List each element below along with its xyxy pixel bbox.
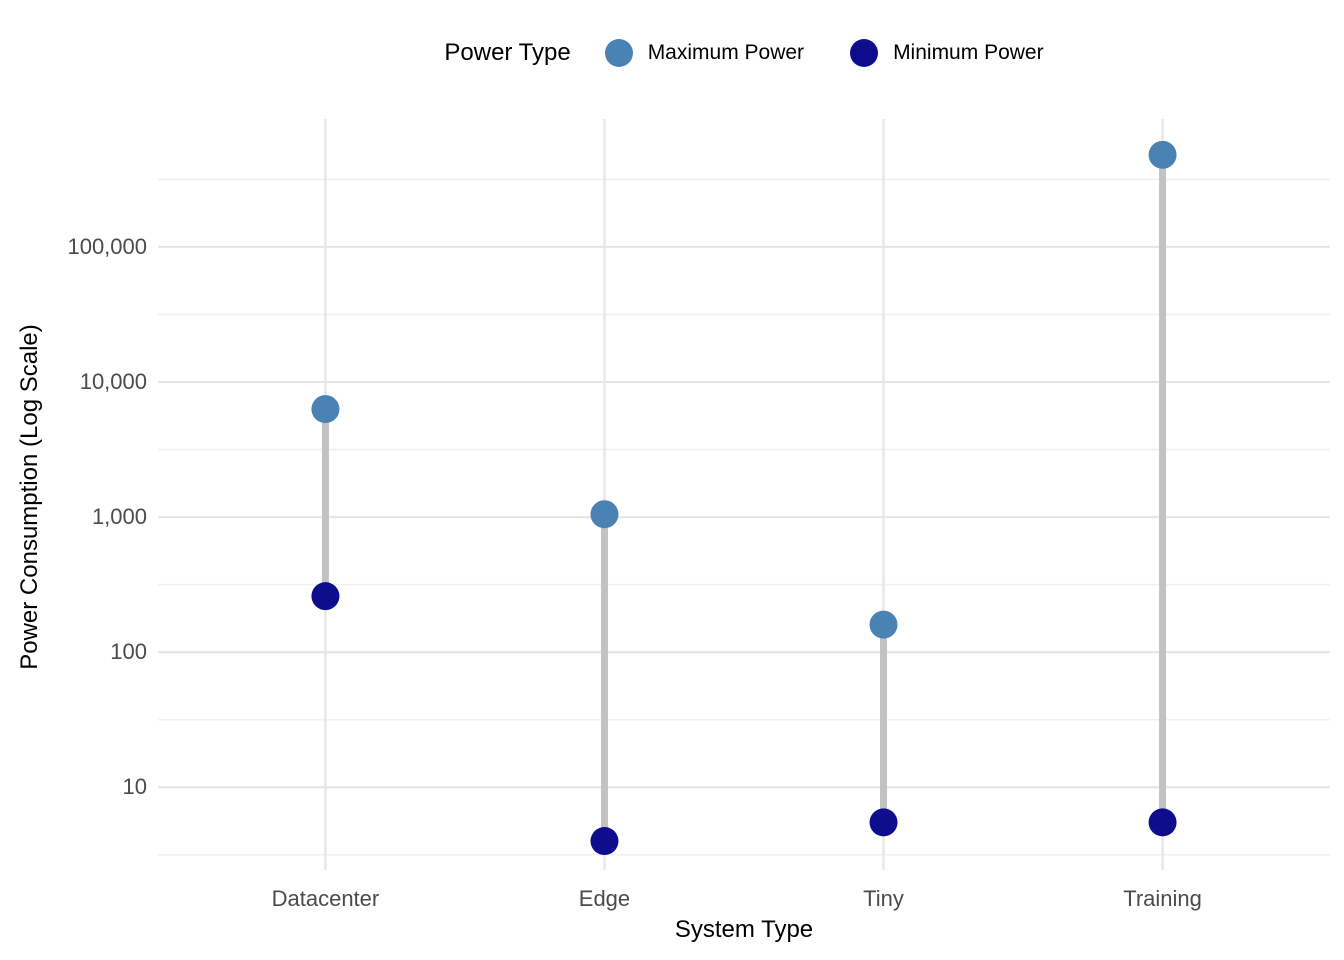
min-power-point <box>590 827 619 856</box>
legend-item-maximum-power: Maximum Power <box>604 39 805 67</box>
x-category-label: Tiny <box>863 886 904 911</box>
maximum-power-dot-icon <box>604 39 633 67</box>
legend: Power Type Maximum Power Minimum Power <box>158 36 1330 70</box>
category-gridlines <box>324 119 1164 870</box>
minor-gridlines <box>158 178 1330 856</box>
minimum-power-dot-icon <box>850 39 879 67</box>
y-tick-label: 10,000 <box>79 369 147 394</box>
min-power-point <box>311 582 340 611</box>
max-power-point <box>869 610 898 639</box>
legend-label-maximum-power: Maximum Power <box>647 41 805 64</box>
max-power-point <box>590 500 619 529</box>
dumbbell-connectors <box>321 154 1167 842</box>
data-points <box>311 140 1177 856</box>
max-power-point <box>311 395 340 424</box>
min-power-point <box>869 808 898 837</box>
x-category-label: Training <box>1123 886 1202 911</box>
min-power-point <box>1148 808 1177 837</box>
y-tick-label: 100 <box>110 639 147 665</box>
y-tick-label: 1,000 <box>91 504 147 530</box>
legend-title: Power Type <box>444 39 571 66</box>
x-category-label: Datacenter <box>271 886 380 911</box>
major-gridlines <box>158 245 1330 789</box>
max-power-point <box>1148 140 1177 169</box>
y-tick-label: 10 <box>122 774 147 800</box>
x-axis-title: System Type <box>674 916 814 943</box>
x-category-label: Edge <box>578 886 631 911</box>
y-tick-label: 100,000 <box>67 233 147 259</box>
y-axis-title: Power Consumption (Log Scale) <box>16 324 43 670</box>
legend-item-minimum-power: Minimum Power <box>850 39 1044 67</box>
legend-label-minimum-power: Minimum Power <box>893 41 1044 64</box>
